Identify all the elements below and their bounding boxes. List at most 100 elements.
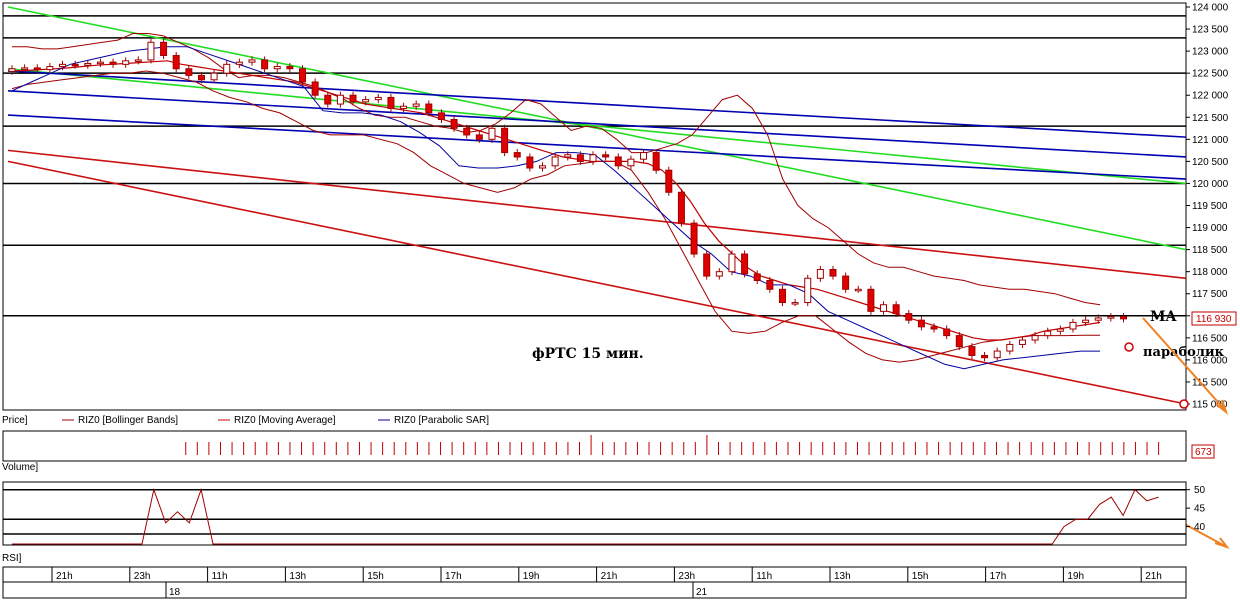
- candle: [210, 72, 218, 81]
- volume-frame: [2, 430, 1187, 462]
- candle: [804, 277, 812, 304]
- candle: [336, 94, 344, 105]
- volume-label: Volume]: [2, 462, 38, 473]
- price-tick-label: 118 500: [1192, 245, 1228, 256]
- hour-label: 17h: [445, 571, 462, 582]
- trendline-marker: [1179, 399, 1189, 409]
- ma-label: MA: [1150, 309, 1177, 325]
- candle: [1018, 339, 1026, 345]
- candle: [450, 118, 458, 129]
- volume-panel: Volume] 673: [2, 430, 1215, 473]
- legend-price: Price]: [2, 415, 28, 426]
- parabolic-sar: [11, 46, 1101, 370]
- candle: [374, 96, 382, 101]
- trendline-red: [7, 160, 1187, 405]
- hour-label: 21h: [601, 571, 618, 582]
- price-frame: [2, 2, 1187, 411]
- candle: [1082, 319, 1090, 323]
- candle: [728, 253, 736, 273]
- candle: [930, 326, 938, 330]
- candle: [387, 96, 395, 109]
- candle: [892, 304, 900, 315]
- trendline-blue: [7, 90, 1187, 158]
- price-tick-label: 124 000: [1192, 3, 1229, 14]
- candle: [703, 253, 711, 277]
- candle: [993, 350, 1001, 359]
- candle: [1107, 316, 1115, 319]
- candle: [905, 313, 913, 321]
- candle: [715, 271, 723, 277]
- candle: [917, 319, 925, 328]
- candle: [943, 328, 951, 337]
- arrow-price: [1142, 317, 1226, 411]
- candle: [109, 61, 117, 65]
- candle: [867, 288, 875, 312]
- candle: [235, 61, 243, 65]
- price-tick-label: 115 000: [1192, 400, 1228, 411]
- sar-marker: [1124, 342, 1134, 352]
- candle: [8, 68, 16, 72]
- trend-lines: [7, 6, 1187, 405]
- date-label: 21: [696, 587, 708, 598]
- price-tick-label: 122 500: [1192, 69, 1229, 80]
- candle: [46, 66, 54, 71]
- legend: Price] RIZ0 [Bollinger Bands] RIZ0 [Movi…: [2, 415, 489, 426]
- trendline-green: [7, 67, 1187, 185]
- rsi-line: [12, 487, 1159, 545]
- candle: [1044, 330, 1052, 337]
- candle: [425, 103, 433, 114]
- hour-label: 23h: [678, 571, 695, 582]
- hour-label: 13h: [834, 571, 851, 582]
- price-tick-label: 123 000: [1192, 47, 1229, 58]
- candle: [223, 63, 231, 74]
- rsi-tick-label: 45: [1194, 504, 1206, 515]
- candle: [652, 152, 660, 171]
- price-tick-label: 123 500: [1192, 25, 1229, 36]
- candle: [968, 346, 976, 356]
- price-tick-label: 121 000: [1192, 135, 1229, 146]
- candle: [538, 165, 546, 169]
- candle: [475, 134, 483, 140]
- candle: [842, 275, 850, 290]
- candles: [8, 38, 1127, 362]
- time-axis: 21h 23h 11h 13h 15h 17h 19h 21h 23h 11h 13h 15h 17h 1…: [2, 566, 1187, 599]
- candle: [33, 67, 41, 71]
- candle: [1069, 321, 1077, 330]
- rsi-tick-label: 50: [1194, 485, 1206, 496]
- candle: [513, 152, 521, 158]
- price-tick-label: 120 000: [1192, 179, 1229, 190]
- price-tick-label: 117 500: [1192, 289, 1228, 300]
- candle: [1006, 343, 1014, 352]
- candle: [1031, 335, 1039, 341]
- candle: [564, 154, 572, 158]
- candle: [21, 67, 29, 70]
- hour-label: 11h: [212, 571, 228, 582]
- candle: [766, 279, 774, 290]
- hour-label: 13h: [289, 571, 306, 582]
- rsi-frame: [2, 481, 1187, 546]
- price-tick-label: 118 000: [1192, 267, 1228, 278]
- candle: [880, 304, 888, 312]
- price-tick-label: 121 500: [1192, 113, 1229, 124]
- hour-label: 21h: [56, 571, 73, 582]
- candle: [551, 156, 559, 167]
- candle: [311, 81, 319, 96]
- hour-label: 21h: [1145, 571, 1162, 582]
- candle: [412, 103, 420, 107]
- candle: [71, 63, 79, 67]
- candle: [349, 94, 357, 103]
- trendline-blue: [7, 70, 1187, 138]
- candle: [816, 268, 824, 279]
- arrow-rsi-head: [1214, 537, 1230, 549]
- candle: [501, 127, 509, 154]
- price-tick-label: 119 000: [1192, 223, 1228, 234]
- candle: [1094, 317, 1102, 321]
- trendline-red: [7, 149, 1187, 280]
- candle: [778, 288, 786, 304]
- candle: [981, 354, 989, 359]
- last-price: 116 930: [1196, 314, 1232, 325]
- candle: [185, 68, 193, 76]
- price-tick-label: 115 500: [1192, 377, 1228, 388]
- candle: [248, 59, 256, 63]
